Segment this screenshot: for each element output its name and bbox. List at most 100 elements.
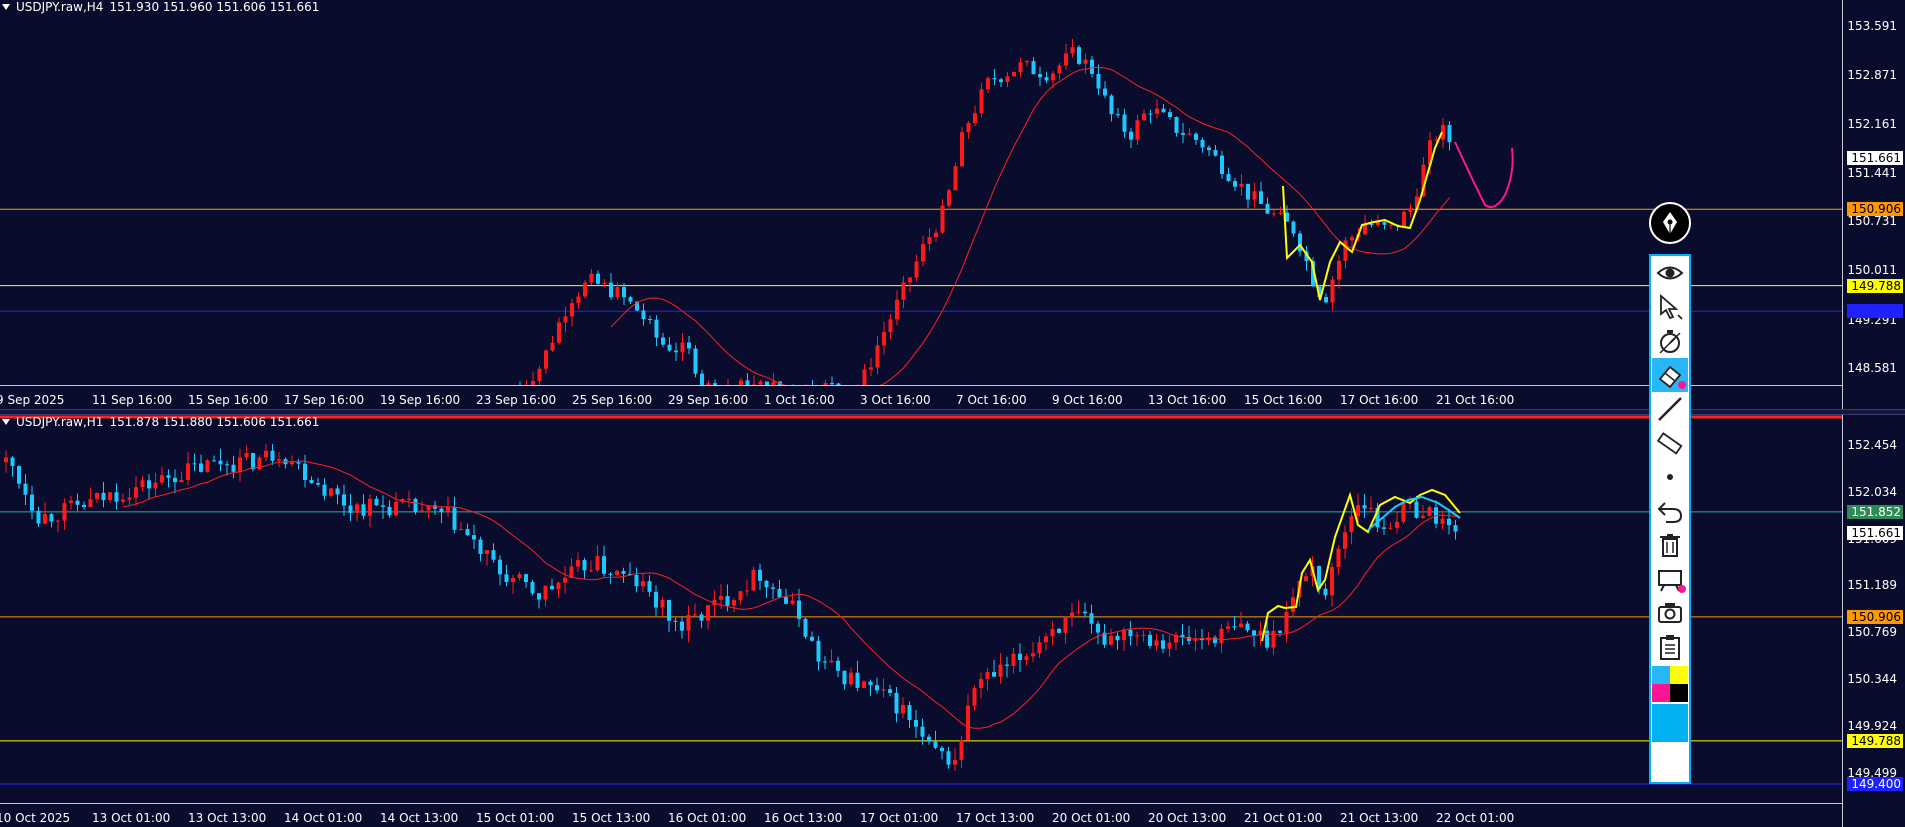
candle bbox=[986, 76, 990, 93]
color-swatch[interactable] bbox=[1652, 666, 1670, 684]
timer-tool-button[interactable] bbox=[1652, 324, 1688, 358]
candle bbox=[36, 506, 41, 528]
candle bbox=[1174, 116, 1179, 137]
candle bbox=[563, 565, 567, 594]
candle bbox=[1115, 632, 1120, 650]
h1-cyan-trend-drawing[interactable] bbox=[1367, 495, 1461, 531]
eye-tool-button[interactable] bbox=[1652, 256, 1688, 290]
candle bbox=[1291, 220, 1296, 237]
pen-toggle-button[interactable] bbox=[1649, 202, 1691, 244]
clipboard-tool-button[interactable] bbox=[1652, 630, 1688, 664]
h1-price-tick: 149.924 bbox=[1847, 718, 1897, 733]
line-tool-button[interactable] bbox=[1652, 392, 1688, 426]
candle bbox=[1272, 209, 1276, 217]
h4-hline-price-label[interactable]: 149.413 bbox=[1847, 304, 1903, 319]
screenshot-tool-button[interactable] bbox=[1652, 596, 1688, 630]
candle bbox=[1024, 653, 1029, 666]
collapse-triangle-icon[interactable] bbox=[2, 419, 10, 425]
candle bbox=[160, 467, 164, 485]
candle bbox=[56, 519, 60, 533]
h1-time-tick: 21 Oct 13:00 bbox=[1340, 811, 1419, 825]
color-swatch[interactable] bbox=[1670, 666, 1688, 684]
candle bbox=[1050, 621, 1055, 646]
candle bbox=[322, 478, 327, 501]
candle bbox=[1154, 633, 1159, 651]
candle bbox=[1057, 627, 1061, 634]
candle bbox=[1168, 108, 1172, 120]
candle bbox=[368, 494, 372, 528]
candle bbox=[465, 523, 470, 536]
collapse-triangle-icon[interactable] bbox=[2, 4, 10, 10]
candle bbox=[727, 378, 729, 385]
candle bbox=[1090, 56, 1094, 78]
candle bbox=[1246, 183, 1250, 209]
candle bbox=[842, 670, 847, 690]
candle bbox=[426, 504, 431, 519]
candle bbox=[1076, 600, 1081, 615]
h4-yellow-zigzag-drawing[interactable] bbox=[1282, 131, 1443, 301]
candle bbox=[615, 282, 620, 300]
candle bbox=[790, 592, 795, 606]
candle bbox=[348, 493, 353, 521]
h1-ohlc-readout: 151.878 151.880 151.606 151.661 bbox=[109, 415, 320, 429]
h1-time-tick: 16 Oct 13:00 bbox=[764, 811, 843, 825]
candle bbox=[381, 495, 385, 519]
pane-divider[interactable] bbox=[0, 409, 1905, 415]
candle bbox=[10, 456, 15, 477]
presentation-tool-button[interactable] bbox=[1652, 562, 1688, 596]
h1-chart-pane[interactable]: USDJPY.raw,H1 151.878 151.880 151.606 15… bbox=[0, 415, 1905, 827]
candle bbox=[812, 380, 813, 385]
h4-price-axis[interactable]: 153.591 152.871 152.161 151.441 150.731 150.0… bbox=[1842, 0, 1905, 409]
candle bbox=[1388, 522, 1393, 530]
h4-chart-pane[interactable]: USDJPY.raw,H4 151.930 151.960 151.606 15… bbox=[0, 0, 1905, 409]
h1-time-tick: 21 Oct 01:00 bbox=[1244, 811, 1323, 825]
candle bbox=[901, 697, 905, 719]
eraser-tool-button[interactable] bbox=[1652, 358, 1688, 392]
candle bbox=[95, 492, 99, 504]
candle bbox=[1187, 625, 1191, 645]
candle bbox=[738, 590, 743, 605]
candle bbox=[771, 372, 776, 385]
h1-price-axis[interactable]: 152.454152.034151.609151.189150.769150.3… bbox=[1842, 415, 1905, 827]
h1-price-plot[interactable] bbox=[0, 415, 1843, 803]
dot-tool-button[interactable] bbox=[1652, 460, 1688, 494]
candle bbox=[596, 270, 600, 286]
h1-hline-price-label[interactable]: 150.906 bbox=[1847, 609, 1903, 624]
candle bbox=[1031, 57, 1036, 75]
h1-hline-price-label[interactable]: 149.400 bbox=[1847, 776, 1903, 791]
cursor-icon bbox=[1660, 294, 1683, 320]
undo-tool-button[interactable] bbox=[1652, 494, 1688, 528]
h4-price-plot[interactable] bbox=[0, 0, 1843, 385]
h4-hline-price-label[interactable]: 149.788 bbox=[1847, 278, 1903, 293]
color-swatch[interactable] bbox=[1670, 684, 1688, 702]
ruler-tool-button[interactable] bbox=[1652, 426, 1688, 460]
h4-time-tick: 15 Sep 16:00 bbox=[188, 393, 269, 407]
h1-hline-price-label[interactable]: 149.788 bbox=[1847, 733, 1903, 748]
candle bbox=[576, 292, 581, 309]
h4-magenta-projection-drawing[interactable] bbox=[1454, 141, 1514, 208]
candle bbox=[953, 748, 957, 772]
candle bbox=[524, 380, 529, 385]
candle bbox=[914, 254, 919, 282]
h1-hline-price-label[interactable]: 151.852 bbox=[1847, 504, 1903, 519]
h1-yellow-zigzag-drawing[interactable] bbox=[1261, 488, 1461, 642]
candle bbox=[1285, 205, 1289, 222]
candle bbox=[1180, 623, 1185, 646]
candle bbox=[1427, 505, 1432, 517]
candle bbox=[186, 452, 190, 486]
h4-time-axis[interactable]: 9 Sep 2025 11 Sep 16:00 15 Sep 16:00 17 Sep… bbox=[0, 385, 1843, 409]
selected-color-swatch[interactable] bbox=[1652, 704, 1688, 742]
candle bbox=[127, 488, 132, 505]
candle bbox=[1148, 631, 1152, 649]
candle bbox=[1187, 128, 1192, 136]
color-swatch[interactable] bbox=[1652, 684, 1670, 702]
h4-hline-price-label[interactable]: 150.906 bbox=[1847, 202, 1903, 217]
h1-time-axis[interactable]: 10 Oct 2025 13 Oct 01:00 13 Oct 13:00 14 Oc… bbox=[0, 803, 1843, 827]
candle bbox=[947, 188, 951, 208]
candle bbox=[147, 474, 151, 499]
cursor-tool-button[interactable] bbox=[1652, 290, 1688, 324]
delete-tool-button[interactable] bbox=[1652, 528, 1688, 562]
candle bbox=[595, 545, 600, 573]
candle bbox=[660, 596, 665, 617]
candle bbox=[1278, 206, 1283, 215]
